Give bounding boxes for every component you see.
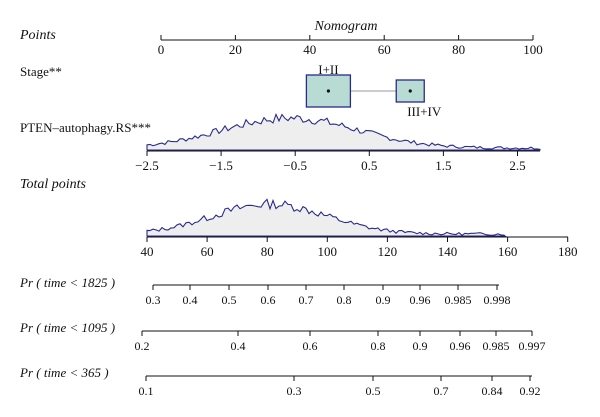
pr1095-tick-label: 0.9: [413, 339, 428, 353]
pr1825-tick-label: 0.985: [445, 293, 472, 307]
total-tick-label: 60: [201, 244, 214, 259]
pr1825-tick-label: 0.998: [484, 293, 511, 307]
points-tick-label: 40: [303, 42, 316, 57]
pr365-tick-label: 0.84: [482, 384, 503, 398]
stage-category-label: III+IV: [407, 104, 442, 119]
rs-tick-label: 1.5: [435, 158, 451, 173]
total-tick-label: 40: [141, 244, 154, 259]
pr1825-tick-label: 0.9: [376, 293, 391, 307]
pr1095-tick-label: 0.96: [450, 339, 471, 353]
pr365-tick-label: 0.5: [366, 384, 381, 398]
rs-tick-label: −2.5: [135, 158, 159, 173]
pr1095-tick-label: 0.8: [371, 339, 386, 353]
total-density-curve: [146, 198, 507, 237]
pr1095-tick-label: 0.2: [135, 339, 150, 353]
rs-tick-label: −0.5: [283, 158, 307, 173]
pr1825-tick-label: 0.8: [337, 293, 352, 307]
pr1095-tick-label: 0.6: [303, 339, 318, 353]
pr1095-tick-label: 0.997: [519, 339, 546, 353]
pr1825-tick-label: 0.6: [261, 293, 276, 307]
pr1825-tick-label: 0.5: [222, 293, 237, 307]
pr1825-tick-label: 0.3: [146, 293, 161, 307]
pr1825-tick-label: 0.4: [183, 293, 198, 307]
pr365-tick-label: 0.1: [139, 384, 154, 398]
total-row-label: Total points: [20, 177, 87, 192]
points-tick-label: 100: [523, 42, 543, 57]
pr1825-tick-label: 0.96: [410, 293, 431, 307]
points-ticks: 0 20 40 60 80 100: [158, 35, 543, 57]
pr365-row-label: Pr ( time < 365 ): [19, 365, 109, 380]
pr1825-ticks: 0.3 0.4 0.5 0.6 0.7 0.8 0.9 0.96 0.985 0.998: [146, 285, 511, 307]
points-tick-label: 60: [378, 42, 391, 57]
stage-point: [408, 89, 412, 93]
chart-title: Nomogram: [313, 19, 377, 34]
total-ticks: 40 60 80 100 120 140 160 180: [141, 237, 578, 259]
pr1095-tick-label: 0.4: [231, 339, 246, 353]
pr365-tick-label: 0.3: [287, 384, 302, 398]
pr365-tick-label: 0.7: [434, 384, 449, 398]
pr365-ticks: 0.1 0.3 0.5 0.7 0.84 0.92: [139, 376, 541, 398]
total-tick-label: 140: [438, 244, 458, 259]
total-tick-label: 180: [558, 244, 578, 259]
pr1825-row-label: Pr ( time < 1825 ): [19, 275, 115, 290]
rs-row-label: PTEN–autophagy.RS***: [20, 120, 151, 135]
points-tick-label: 0: [158, 42, 165, 57]
rs-tick-label: −1.5: [209, 158, 233, 173]
pr1095-ticks: 0.2 0.4 0.6 0.8 0.9 0.96 0.985 0.997: [135, 331, 546, 353]
rs-tick-label: 2.5: [509, 158, 525, 173]
stage-markers: I+II III+IV: [305, 62, 442, 119]
pr1095-row-label: Pr ( time < 1095 ): [19, 320, 115, 335]
rs-tick-label: 0.5: [361, 158, 377, 173]
rs-density-curve: [146, 113, 541, 151]
pr365-tick-label: 0.92: [520, 384, 541, 398]
rs-ticks: −2.5 −1.5 −0.5 0.5 1.5 2.5: [135, 151, 526, 173]
stage-point: [326, 89, 330, 93]
points-tick-label: 20: [229, 42, 242, 57]
total-tick-label: 120: [378, 244, 398, 259]
stage-row-label: Stage**: [20, 64, 62, 79]
points-tick-label: 80: [452, 42, 465, 57]
total-tick-label: 100: [318, 244, 338, 259]
stage-category-label: I+II: [318, 62, 338, 77]
pr1825-tick-label: 0.7: [299, 293, 314, 307]
points-row-label: Points: [19, 28, 56, 43]
pr1095-tick-label: 0.985: [483, 339, 510, 353]
total-tick-label: 80: [261, 244, 274, 259]
total-tick-label: 160: [498, 244, 518, 259]
